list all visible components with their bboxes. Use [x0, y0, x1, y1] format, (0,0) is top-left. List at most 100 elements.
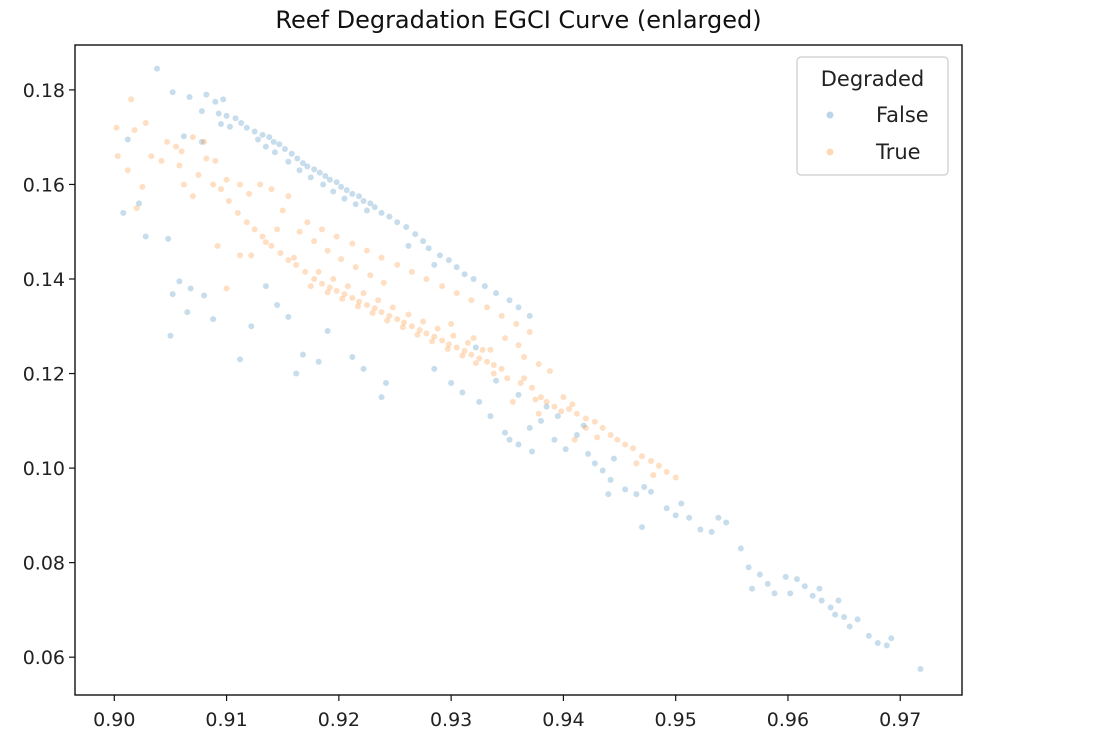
data-point [459, 389, 466, 396]
data-point [330, 188, 337, 195]
data-point [490, 362, 497, 369]
plot-frame [74, 44, 963, 696]
data-point [546, 368, 553, 375]
data-point [543, 403, 550, 410]
data-point [476, 398, 483, 405]
data-point [517, 380, 524, 386]
data-point [535, 361, 542, 368]
data-point [246, 190, 253, 197]
x-tick-label: 0.92 [318, 709, 360, 731]
data-point [311, 276, 318, 282]
data-point [558, 408, 565, 415]
data-point [444, 345, 451, 352]
data-point [470, 276, 477, 282]
data-point [436, 252, 443, 259]
data-point [251, 226, 258, 233]
data-point [257, 181, 264, 188]
data-point [431, 365, 438, 372]
x-tick-label: 0.96 [767, 709, 809, 731]
data-point [243, 219, 250, 226]
data-point [580, 422, 587, 429]
data-point [371, 204, 378, 211]
x-tick-label: 0.91 [205, 709, 247, 731]
data-point [165, 235, 172, 242]
data-point [386, 213, 393, 220]
data-point [472, 344, 479, 351]
data-point [383, 380, 390, 386]
data-point [352, 201, 359, 208]
data-point [367, 200, 374, 207]
data-point [423, 330, 430, 337]
data-point [481, 283, 488, 290]
data-point [723, 519, 730, 526]
data-point [354, 303, 361, 310]
data-point [324, 289, 331, 296]
data-point [307, 283, 314, 290]
data-point [220, 96, 227, 103]
data-point [307, 174, 314, 181]
data-point [835, 597, 842, 604]
y-tick-label: 0.16 [23, 174, 65, 196]
data-point [551, 403, 558, 410]
legend-label: False [876, 103, 929, 127]
data-point [363, 207, 370, 214]
data-point [378, 394, 385, 401]
data-point [311, 238, 318, 245]
data-point [405, 311, 412, 318]
data-point [416, 327, 423, 334]
data-point [526, 328, 533, 335]
data-point [288, 150, 295, 157]
data-point [341, 291, 348, 298]
data-point [562, 446, 569, 453]
data-point [551, 436, 558, 443]
data-point [299, 160, 306, 167]
data-point [453, 344, 460, 351]
data-point [614, 436, 621, 443]
data-point [521, 375, 528, 382]
data-point [169, 291, 176, 298]
data-point [515, 441, 522, 448]
data-point [324, 247, 331, 254]
data-point [888, 635, 895, 642]
data-point [320, 181, 327, 188]
data-point [333, 287, 340, 294]
data-point [299, 351, 306, 358]
y-tick-label: 0.12 [23, 364, 65, 386]
data-point [304, 219, 311, 226]
data-point [210, 181, 217, 188]
data-point [599, 467, 606, 474]
data-point [232, 115, 239, 122]
data-point [650, 472, 657, 479]
data-point [251, 128, 258, 135]
data-point [571, 436, 578, 443]
data-point [158, 157, 165, 164]
data-point [801, 583, 808, 590]
data-point [142, 233, 149, 240]
data-point [311, 166, 318, 173]
data-point [285, 257, 292, 264]
data-point [607, 432, 614, 438]
points-layer [113, 65, 924, 672]
data-point [167, 332, 174, 339]
data-point [883, 642, 890, 649]
data-point [917, 666, 924, 672]
data-point [271, 149, 278, 156]
data-point [380, 279, 387, 286]
data-point [279, 207, 286, 214]
data-point [120, 209, 127, 216]
data-point [453, 290, 460, 297]
y-tick-label: 0.08 [23, 553, 65, 575]
data-point [573, 410, 580, 417]
data-point [633, 491, 640, 498]
data-point [349, 240, 356, 247]
series-true [113, 96, 679, 481]
data-point [515, 391, 522, 398]
data-point [131, 127, 138, 134]
data-point [399, 324, 406, 331]
y-tick-label: 0.06 [23, 647, 65, 669]
data-point [184, 309, 191, 316]
data-point [330, 276, 337, 282]
data-point [420, 238, 427, 245]
data-point [352, 264, 359, 271]
data-point [633, 460, 640, 467]
